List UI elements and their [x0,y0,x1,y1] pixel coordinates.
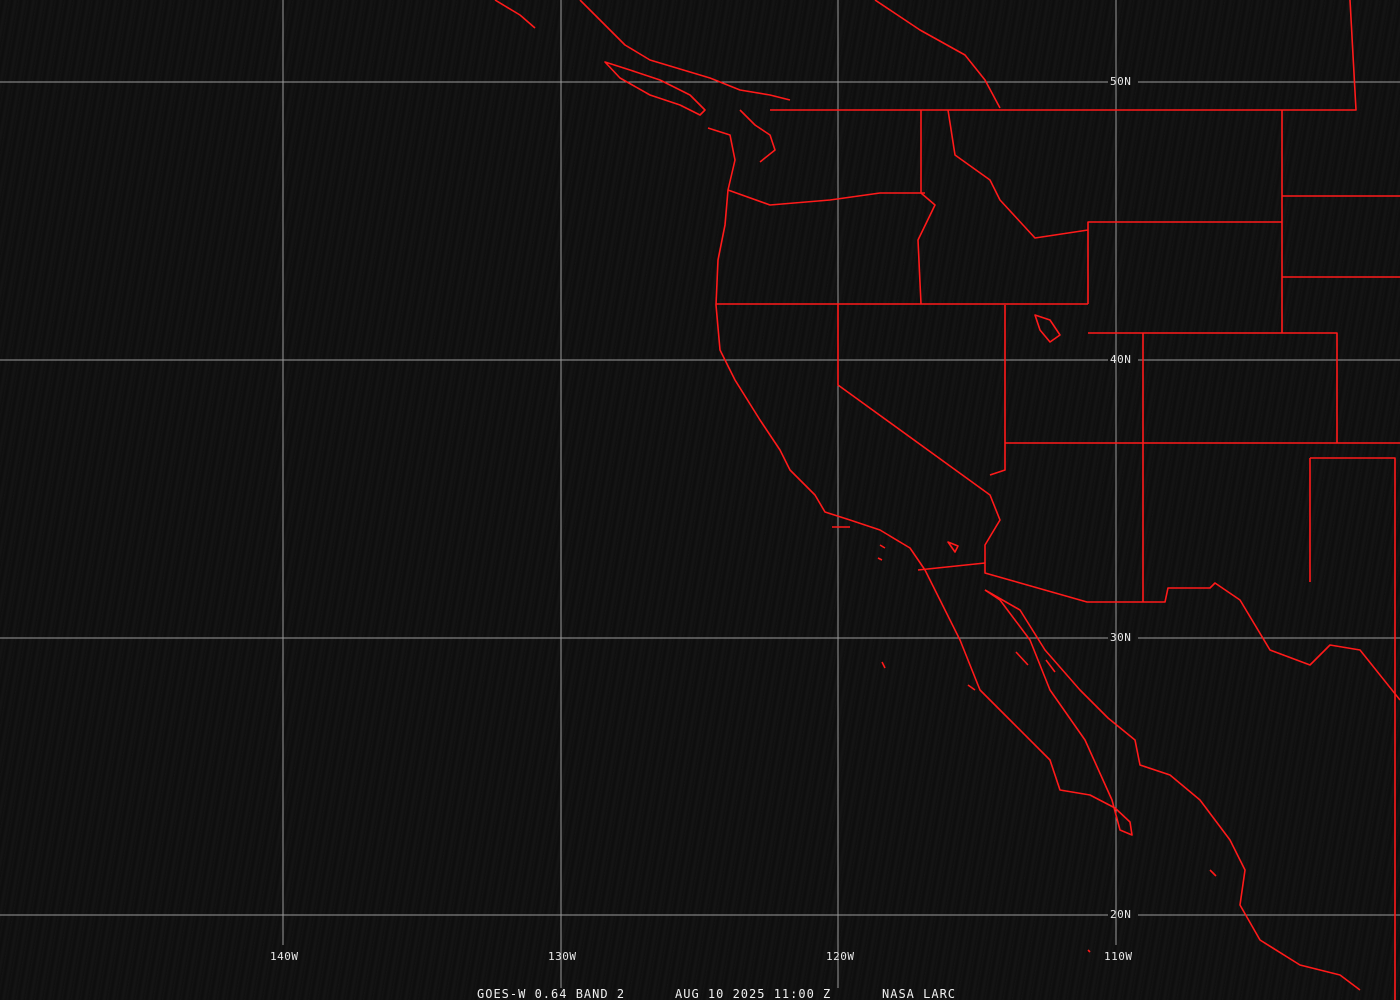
lon-label-130w: 130W [548,950,577,963]
wa-or-border [727,189,925,206]
great-salt-lake [1034,314,1061,343]
nm-tx-border [1309,457,1396,1000]
us-canada-border [770,0,1357,111]
bc-coast [494,0,791,101]
caption-datetime: AUG 10 2025 11:00 Z [675,987,832,1000]
lat-label-40n: 40N [1110,353,1132,366]
caption-source: NASA LARC [882,987,957,1000]
coastlines-and-borders [494,0,1400,1000]
nv-ut-border [989,305,1006,476]
ca-nv-border [837,304,1001,563]
wy-border [1087,110,1338,443]
mt-id-border [947,109,1089,239]
lat-label-20n: 20N [1110,908,1132,921]
vancouver-island [604,61,706,116]
idaho-west-border [917,110,936,305]
lat-label-50n: 50N [1110,75,1132,88]
canada-coast-east [874,0,1001,109]
lon-label-120w: 120W [826,950,855,963]
caption-product: GOES-W 0.64 BAND 2 [477,987,626,1000]
channel-islands [832,526,886,561]
puget-sound [739,109,776,163]
plains-borders [1282,195,1400,278]
salton-sea [947,541,959,553]
lon-label-110w: 110W [1104,950,1133,963]
us-mexico-border [917,562,1400,701]
west-coast [707,127,1133,836]
mexico-coast [984,589,1361,991]
lat-label-30n: 30N [1110,631,1132,644]
gulf-islands [881,651,1217,953]
lon-label-140w: 140W [270,950,299,963]
